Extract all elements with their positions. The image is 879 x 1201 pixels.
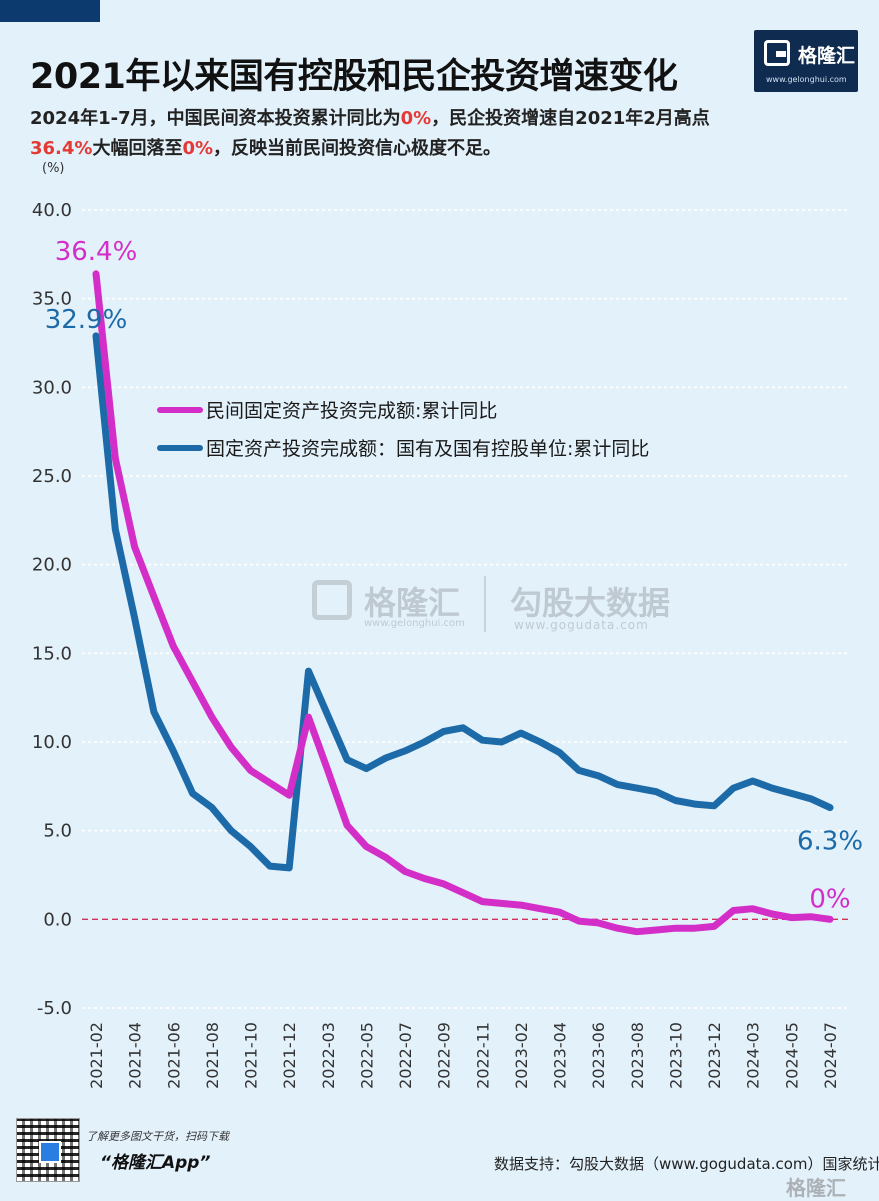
subtitle-part-1: 2024年1-7月，中国民间资本投资累计同比为 xyxy=(30,108,401,129)
chart-series xyxy=(92,270,834,936)
subtitle-part-4: ，反映当前民间投资信心极度不足。 xyxy=(213,138,502,159)
y-tick-label: 20.0 xyxy=(32,555,72,576)
x-tick-label: 2024-07 xyxy=(821,1022,840,1089)
app-name: “格隆汇App” xyxy=(100,1153,211,1173)
y-tick-label: 5.0 xyxy=(43,821,72,842)
x-tick-label: 2022-11 xyxy=(473,1022,492,1089)
series-line-private xyxy=(92,270,834,936)
watermark-logo-icon xyxy=(312,580,352,620)
y-tick-label: 0.0 xyxy=(43,909,72,930)
y-axis-unit: (%) xyxy=(42,161,65,176)
legend-label: 民间固定资产投资完成额:累计同比 xyxy=(206,400,497,422)
chart-annotations: 36.4% 32.9% 6.3% 0% xyxy=(45,237,863,914)
legend-label: 固定资产投资完成额：国有及国有控股单位:累计同比 xyxy=(206,438,649,460)
subtitle-highlight-1: 0% xyxy=(400,108,432,129)
x-tick-label: 2021-06 xyxy=(164,1022,183,1089)
x-tick-label: 2023-12 xyxy=(705,1022,724,1089)
x-tick-label: 2023-02 xyxy=(512,1022,531,1089)
x-axis-ticks: 2021-02 2021-04 2021-06 2021-08 2021-10 2021-… xyxy=(87,1022,840,1089)
y-tick-label: -5.0 xyxy=(37,998,72,1019)
x-tick-label: 2021-10 xyxy=(242,1022,261,1089)
subtitle-highlight-2: 36.4% xyxy=(30,138,93,159)
x-tick-label: 2021-02 xyxy=(87,1022,106,1089)
qr-code[interactable] xyxy=(16,1118,80,1182)
y-axis-ticks: -5.0 0.0 5.0 10.0 15.0 20.0 25.0 30.0 35.0 40.0 xyxy=(32,200,72,1019)
qr-center-logo-icon xyxy=(39,1141,61,1163)
x-tick-label: 2023-04 xyxy=(551,1022,570,1089)
x-tick-label: 2022-07 xyxy=(396,1022,415,1089)
chart-subtitle: 2024年1-7月，中国民间资本投资累计同比为0%，民企投资增速自2021年2月… xyxy=(30,104,850,164)
x-tick-label: 2022-03 xyxy=(319,1022,338,1089)
series-line-state xyxy=(92,332,834,872)
data-label: 0% xyxy=(809,884,850,914)
watermark-text-2: 勾股大数据 xyxy=(510,584,671,622)
y-tick-label: 25.0 xyxy=(32,466,72,487)
y-tick-label: 35.0 xyxy=(32,289,72,310)
brand-logo-url: www.gelonghui.com xyxy=(766,75,847,84)
chart-title: 2021年以来国有控股和民企投资增速变化 xyxy=(30,57,678,97)
watermark-divider xyxy=(484,576,486,632)
top-accent-bar xyxy=(0,0,100,22)
x-tick-label: 2023-08 xyxy=(628,1022,647,1089)
brand-logo-icon xyxy=(764,40,790,66)
x-tick-label: 2023-06 xyxy=(589,1022,608,1089)
x-tick-label: 2024-03 xyxy=(744,1022,763,1089)
watermark-url-2: www.gogudata.com xyxy=(514,618,649,632)
watermark-url-1: www.gelonghui.com xyxy=(364,618,465,629)
data-label: 36.4% xyxy=(55,237,138,267)
x-tick-label: 2024-05 xyxy=(782,1022,801,1089)
chart-grid xyxy=(82,209,850,1009)
corner-logo: 格隆汇 xyxy=(786,1176,846,1200)
x-tick-label: 2021-04 xyxy=(126,1022,145,1089)
x-tick-label: 2021-12 xyxy=(280,1022,299,1089)
data-label: 6.3% xyxy=(797,827,863,857)
data-label: 32.9% xyxy=(45,305,128,335)
x-tick-label: 2022-09 xyxy=(435,1022,454,1089)
x-tick-label: 2022-05 xyxy=(357,1022,376,1089)
brand-logo-text: 格隆汇 xyxy=(798,45,856,67)
subtitle-part-3: 大幅回落至 xyxy=(92,138,183,159)
subtitle-part-2: ，民企投资增速自2021年2月高点 xyxy=(431,108,710,129)
brand-logo: 格隆汇 www.gelonghui.com xyxy=(754,30,858,92)
subtitle-highlight-3: 0% xyxy=(182,138,214,159)
qr-note: 了解更多图文干货，扫码下载 xyxy=(86,1130,229,1143)
x-tick-label: 2021-08 xyxy=(203,1022,222,1089)
y-tick-label: 15.0 xyxy=(32,643,72,664)
x-tick-label: 2023-10 xyxy=(666,1022,685,1089)
y-tick-label: 40.0 xyxy=(32,200,72,221)
data-source: 数据支持：勾股大数据（www.gogudata.com）国家统计局 xyxy=(494,1155,879,1173)
y-tick-label: 10.0 xyxy=(32,732,72,753)
watermark-text-1: 格隆汇 xyxy=(364,584,461,622)
y-tick-label: 30.0 xyxy=(32,377,72,398)
